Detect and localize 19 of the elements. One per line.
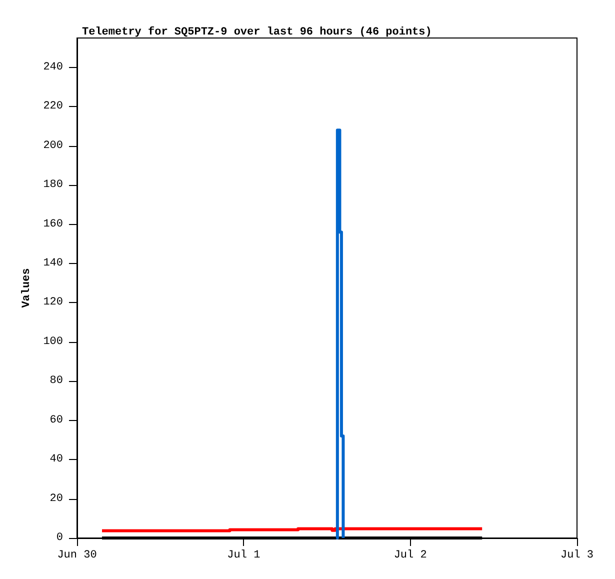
y-tick-label: 160	[43, 218, 63, 230]
x-tick-label: Jul 3	[560, 550, 594, 562]
y-tick-label: 100	[43, 336, 63, 348]
y-tick-label: 140	[43, 257, 63, 270]
y-tick-label: 240	[43, 61, 63, 74]
y-tick-label: 20	[50, 492, 63, 505]
y-axis-title: Values	[20, 268, 33, 308]
x-tick-label: Jun 30	[57, 550, 97, 562]
chart-title: Telemetry for SQ5PTZ-9 over last 96 hours (46 points)	[82, 26, 432, 38]
y-tick-label: 60	[50, 414, 63, 426]
y-tick-label: 80	[50, 375, 63, 388]
x-tick-label: Jul 1	[227, 550, 261, 562]
y-tick-label: 200	[43, 140, 63, 152]
y-tick-label: 120	[43, 296, 63, 309]
x-tick-label: Jul 2	[394, 550, 427, 562]
y-tick-label: 180	[43, 179, 63, 192]
y-tick-label: 0	[56, 532, 63, 544]
y-tick-label: 40	[50, 454, 63, 466]
y-tick-label: 220	[43, 100, 63, 113]
